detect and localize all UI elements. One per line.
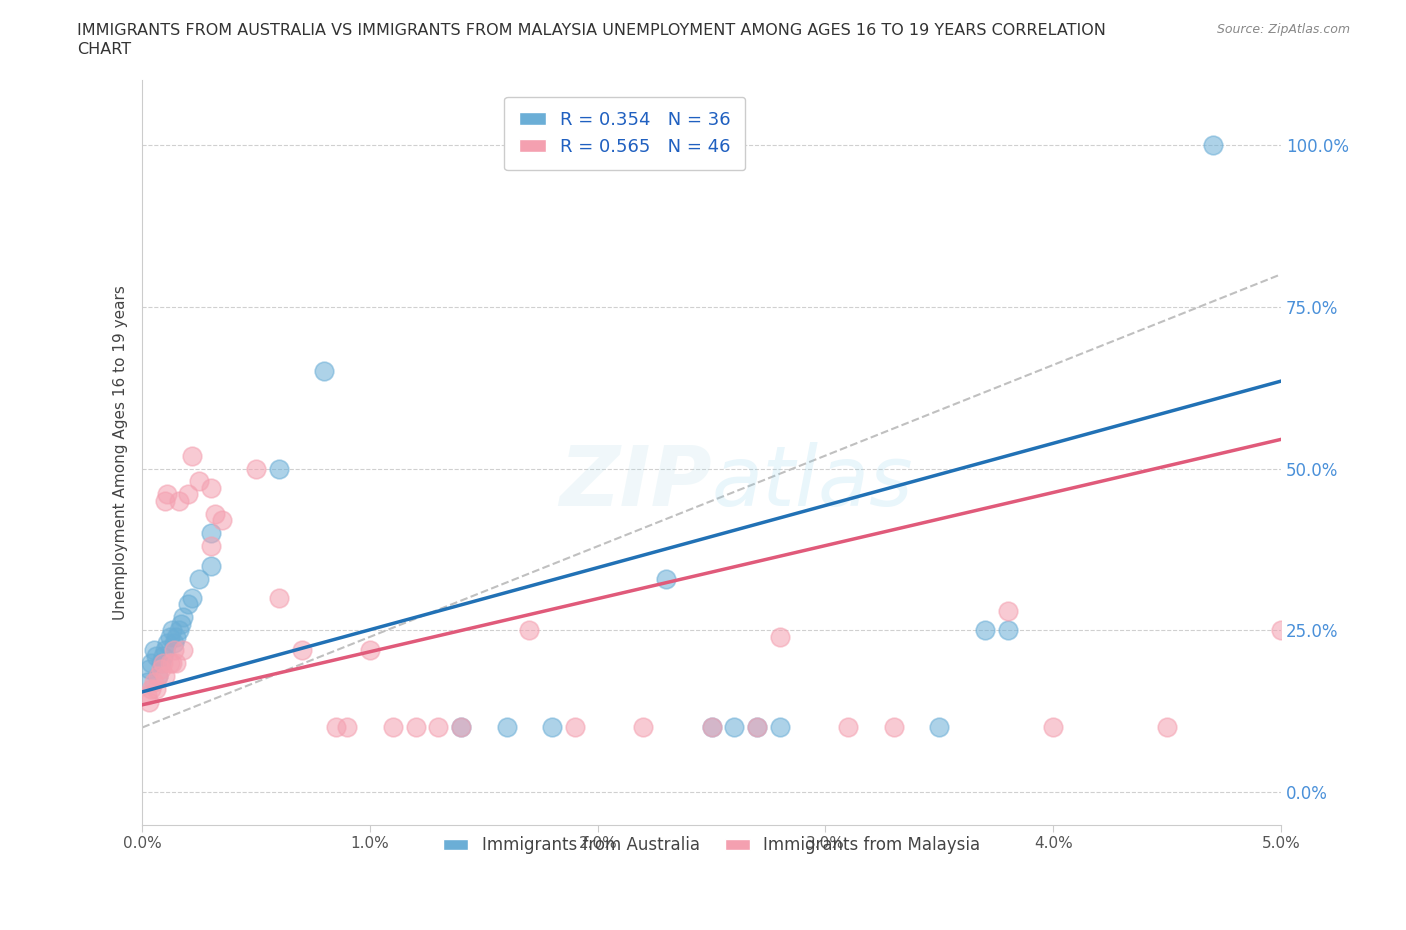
- Point: [188, 571, 211, 586]
- Point: [700, 720, 723, 735]
- Text: atlas: atlas: [711, 442, 914, 523]
- Point: [1270, 623, 1292, 638]
- Point: [1156, 720, 1178, 735]
- Point: [135, 674, 157, 689]
- Point: [167, 494, 190, 509]
- Point: [267, 591, 290, 605]
- Text: ZIP: ZIP: [560, 442, 711, 523]
- Point: [153, 669, 176, 684]
- Point: [655, 571, 678, 586]
- Point: [166, 630, 188, 644]
- Point: [204, 507, 226, 522]
- Point: [167, 623, 190, 638]
- Point: [141, 681, 163, 696]
- Point: [166, 656, 188, 671]
- Point: [997, 623, 1019, 638]
- Point: [138, 694, 160, 709]
- Point: [200, 538, 222, 553]
- Point: [149, 662, 172, 677]
- Point: [177, 597, 200, 612]
- Point: [152, 649, 174, 664]
- Point: [200, 525, 222, 540]
- Point: [769, 720, 792, 735]
- Point: [200, 558, 222, 573]
- Point: [336, 720, 359, 735]
- Point: [142, 643, 165, 658]
- Point: [181, 591, 204, 605]
- Point: [359, 643, 381, 658]
- Point: [769, 630, 792, 644]
- Point: [450, 720, 472, 735]
- Point: [747, 720, 769, 735]
- Point: [200, 481, 222, 496]
- Point: [314, 364, 336, 379]
- Point: [145, 649, 167, 664]
- Point: [1201, 138, 1223, 153]
- Point: [153, 643, 176, 658]
- Point: [188, 474, 211, 489]
- Point: [138, 662, 160, 677]
- Point: [997, 604, 1019, 618]
- Point: [152, 656, 174, 671]
- Point: [177, 487, 200, 502]
- Point: [723, 720, 745, 735]
- Point: [163, 643, 186, 658]
- Point: [519, 623, 541, 638]
- Point: [170, 617, 193, 631]
- Point: [148, 669, 170, 684]
- Y-axis label: Unemployment Among Ages 16 to 19 years: Unemployment Among Ages 16 to 19 years: [114, 285, 128, 619]
- Point: [974, 623, 997, 638]
- Point: [883, 720, 905, 735]
- Point: [160, 656, 183, 671]
- Point: [135, 687, 157, 702]
- Point: [145, 681, 167, 696]
- Point: [928, 720, 950, 735]
- Point: [1042, 720, 1064, 735]
- Point: [149, 656, 172, 671]
- Point: [141, 656, 163, 671]
- Point: [156, 636, 179, 651]
- Point: [837, 720, 859, 735]
- Point: [700, 720, 723, 735]
- Point: [142, 674, 165, 689]
- Point: [159, 630, 181, 644]
- Point: [211, 512, 233, 527]
- Legend: Immigrants from Australia, Immigrants from Malaysia: Immigrants from Australia, Immigrants fr…: [437, 830, 987, 861]
- Point: [153, 494, 176, 509]
- Point: [633, 720, 655, 735]
- Point: [325, 720, 347, 735]
- Point: [172, 643, 194, 658]
- Point: [495, 720, 517, 735]
- Point: [564, 720, 586, 735]
- Point: [245, 461, 267, 476]
- Point: [450, 720, 472, 735]
- Text: IMMIGRANTS FROM AUSTRALIA VS IMMIGRANTS FROM MALAYSIA UNEMPLOYMENT AMONG AGES 16: IMMIGRANTS FROM AUSTRALIA VS IMMIGRANTS …: [77, 23, 1107, 38]
- Point: [291, 643, 314, 658]
- Point: [159, 656, 181, 671]
- Point: [156, 487, 179, 502]
- Point: [427, 720, 450, 735]
- Point: [172, 610, 194, 625]
- Point: [381, 720, 404, 735]
- Text: Source: ZipAtlas.com: Source: ZipAtlas.com: [1216, 23, 1350, 36]
- Text: CHART: CHART: [77, 42, 131, 57]
- Point: [160, 623, 183, 638]
- Point: [163, 636, 186, 651]
- Point: [405, 720, 427, 735]
- Point: [181, 448, 204, 463]
- Point: [541, 720, 564, 735]
- Point: [148, 669, 170, 684]
- Point: [267, 461, 290, 476]
- Point: [747, 720, 769, 735]
